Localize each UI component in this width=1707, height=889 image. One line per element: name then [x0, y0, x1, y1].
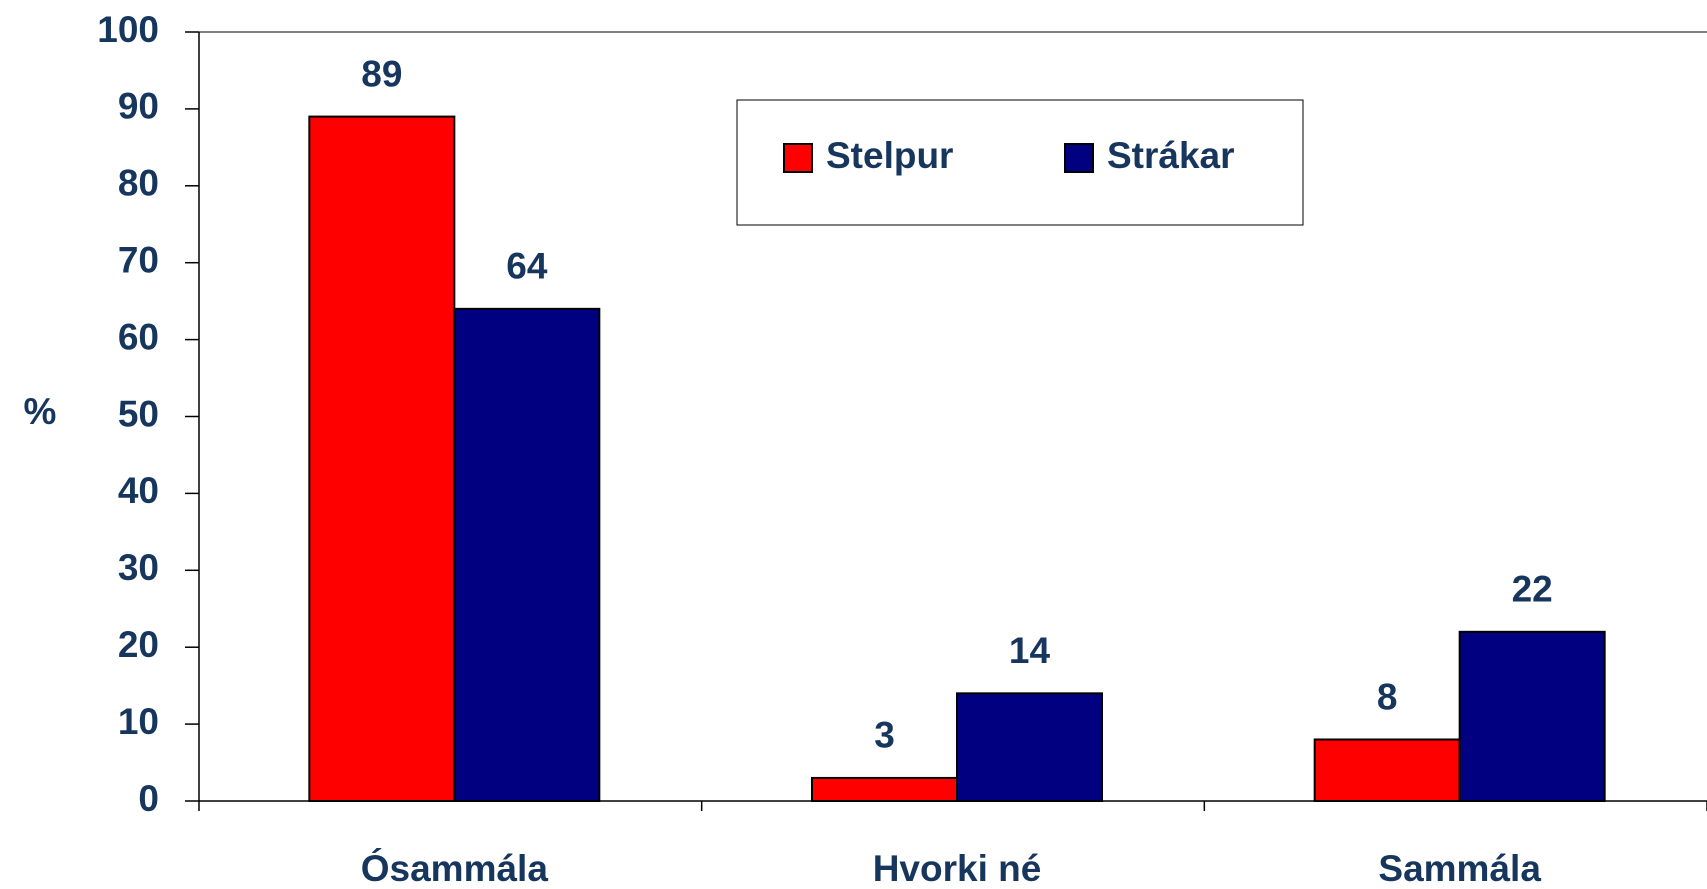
- legend-box: [736, 99, 1304, 226]
- legend-label: Strákar: [1107, 135, 1235, 176]
- bar: [1458, 630, 1606, 802]
- bar: [956, 692, 1103, 803]
- y-tick-label: 90: [118, 86, 159, 127]
- y-tick-label: 0: [138, 778, 159, 819]
- bar: [1313, 738, 1461, 802]
- x-tick-label: Ósammála: [361, 847, 549, 889]
- y-tick-label: 10: [118, 701, 159, 742]
- legend-label: Stelpur: [826, 135, 953, 176]
- x-tick-label: Sammála: [1378, 848, 1541, 889]
- y-tick-label: 40: [118, 470, 159, 511]
- value-label: 14: [1009, 630, 1051, 671]
- bar: [308, 115, 456, 802]
- legend-swatch: [783, 143, 813, 173]
- value-label: 89: [361, 53, 402, 94]
- y-axis-label: %: [24, 391, 57, 432]
- y-tick-label: 100: [97, 9, 159, 50]
- y-tick-label: 30: [118, 547, 159, 588]
- legend-swatch: [1064, 143, 1094, 173]
- y-tick-label: 60: [118, 316, 159, 357]
- y-tick-label: 50: [118, 393, 159, 434]
- value-label: 8: [1377, 676, 1398, 717]
- bar: [811, 776, 958, 802]
- value-label: 22: [1512, 569, 1553, 610]
- y-tick-label: 70: [118, 239, 159, 280]
- bar: [453, 307, 601, 802]
- x-tick-label: Hvorki né: [873, 848, 1042, 889]
- value-label: 3: [874, 715, 895, 756]
- value-label: 64: [506, 246, 548, 287]
- y-tick-label: 20: [118, 624, 159, 665]
- y-tick-label: 80: [118, 163, 159, 204]
